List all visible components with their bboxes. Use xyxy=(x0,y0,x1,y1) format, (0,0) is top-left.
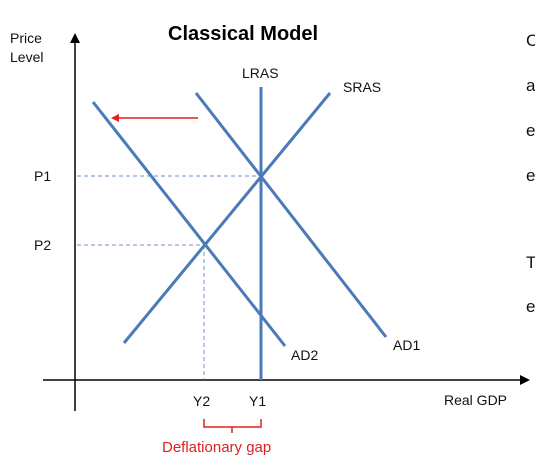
y-axis-label-line2: Level xyxy=(10,49,43,65)
y-axis-label-line1: Price xyxy=(10,30,42,46)
ad1-curve xyxy=(194,92,388,338)
side-text-6: e xyxy=(526,297,535,316)
side-text-4: e xyxy=(526,166,535,185)
side-text-3: e xyxy=(526,121,535,140)
ad2-curve xyxy=(91,101,287,347)
y1-label: Y1 xyxy=(249,393,266,409)
lras-label: LRAS xyxy=(242,65,279,81)
side-text-5: T xyxy=(526,253,535,272)
side-text-2: a xyxy=(526,76,535,95)
sras-label: SRAS xyxy=(343,79,381,95)
gap-bracket xyxy=(203,419,262,433)
y2-label: Y2 xyxy=(193,393,210,409)
p2-label: P2 xyxy=(34,237,51,253)
sras-curve xyxy=(122,92,332,344)
gap-label: Deflationary gap xyxy=(162,439,271,456)
diagram-title: Classical Model xyxy=(168,23,318,45)
x-axis-label: Real GDP xyxy=(444,392,507,408)
ad2-label: AD2 xyxy=(291,347,318,363)
p1-label: P1 xyxy=(34,168,51,184)
side-text-1: C xyxy=(526,31,535,50)
ad1-label: AD1 xyxy=(393,337,420,353)
